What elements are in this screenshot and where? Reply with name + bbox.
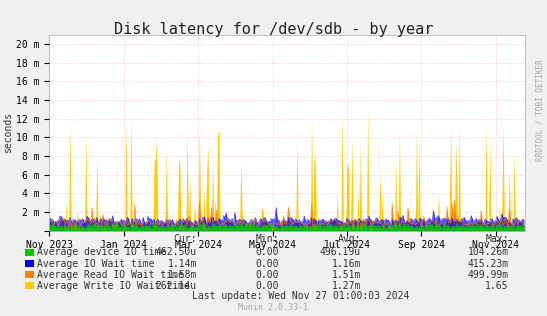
Text: Munin 2.0.33-1: Munin 2.0.33-1	[238, 303, 309, 312]
Text: 415.23m: 415.23m	[468, 258, 509, 269]
Text: 499.99m: 499.99m	[468, 270, 509, 280]
Text: Min:: Min:	[255, 234, 279, 244]
Text: Avg:: Avg:	[337, 234, 361, 244]
Text: Last update: Wed Nov 27 01:00:03 2024: Last update: Wed Nov 27 01:00:03 2024	[192, 291, 410, 301]
Text: 0.00: 0.00	[255, 258, 279, 269]
Text: 1.27m: 1.27m	[331, 281, 361, 291]
Text: 1.51m: 1.51m	[331, 270, 361, 280]
Text: Average IO Wait time: Average IO Wait time	[37, 258, 155, 269]
Y-axis label: seconds: seconds	[3, 112, 13, 153]
Text: 0.00: 0.00	[255, 281, 279, 291]
Text: 1.16m: 1.16m	[331, 258, 361, 269]
Text: 0.00: 0.00	[255, 270, 279, 280]
Text: 1.65: 1.65	[485, 281, 509, 291]
Text: Average Read IO Wait time: Average Read IO Wait time	[37, 270, 184, 280]
Text: 1.14m: 1.14m	[167, 258, 197, 269]
Text: 0.00: 0.00	[255, 247, 279, 258]
Text: 462.50u: 462.50u	[156, 247, 197, 258]
Text: 104.26m: 104.26m	[468, 247, 509, 258]
Text: Max:: Max:	[485, 234, 509, 244]
Text: Average device IO time: Average device IO time	[37, 247, 166, 258]
Text: RRDTOOL / TOBI OETIKER: RRDTOOL / TOBI OETIKER	[536, 60, 544, 161]
Text: Disk latency for /dev/sdb - by year: Disk latency for /dev/sdb - by year	[114, 22, 433, 37]
Text: 496.19u: 496.19u	[320, 247, 361, 258]
Text: Average Write IO Wait time: Average Write IO Wait time	[37, 281, 190, 291]
Text: 1.58m: 1.58m	[167, 270, 197, 280]
Text: Cur:: Cur:	[173, 234, 197, 244]
Text: 262.14u: 262.14u	[156, 281, 197, 291]
